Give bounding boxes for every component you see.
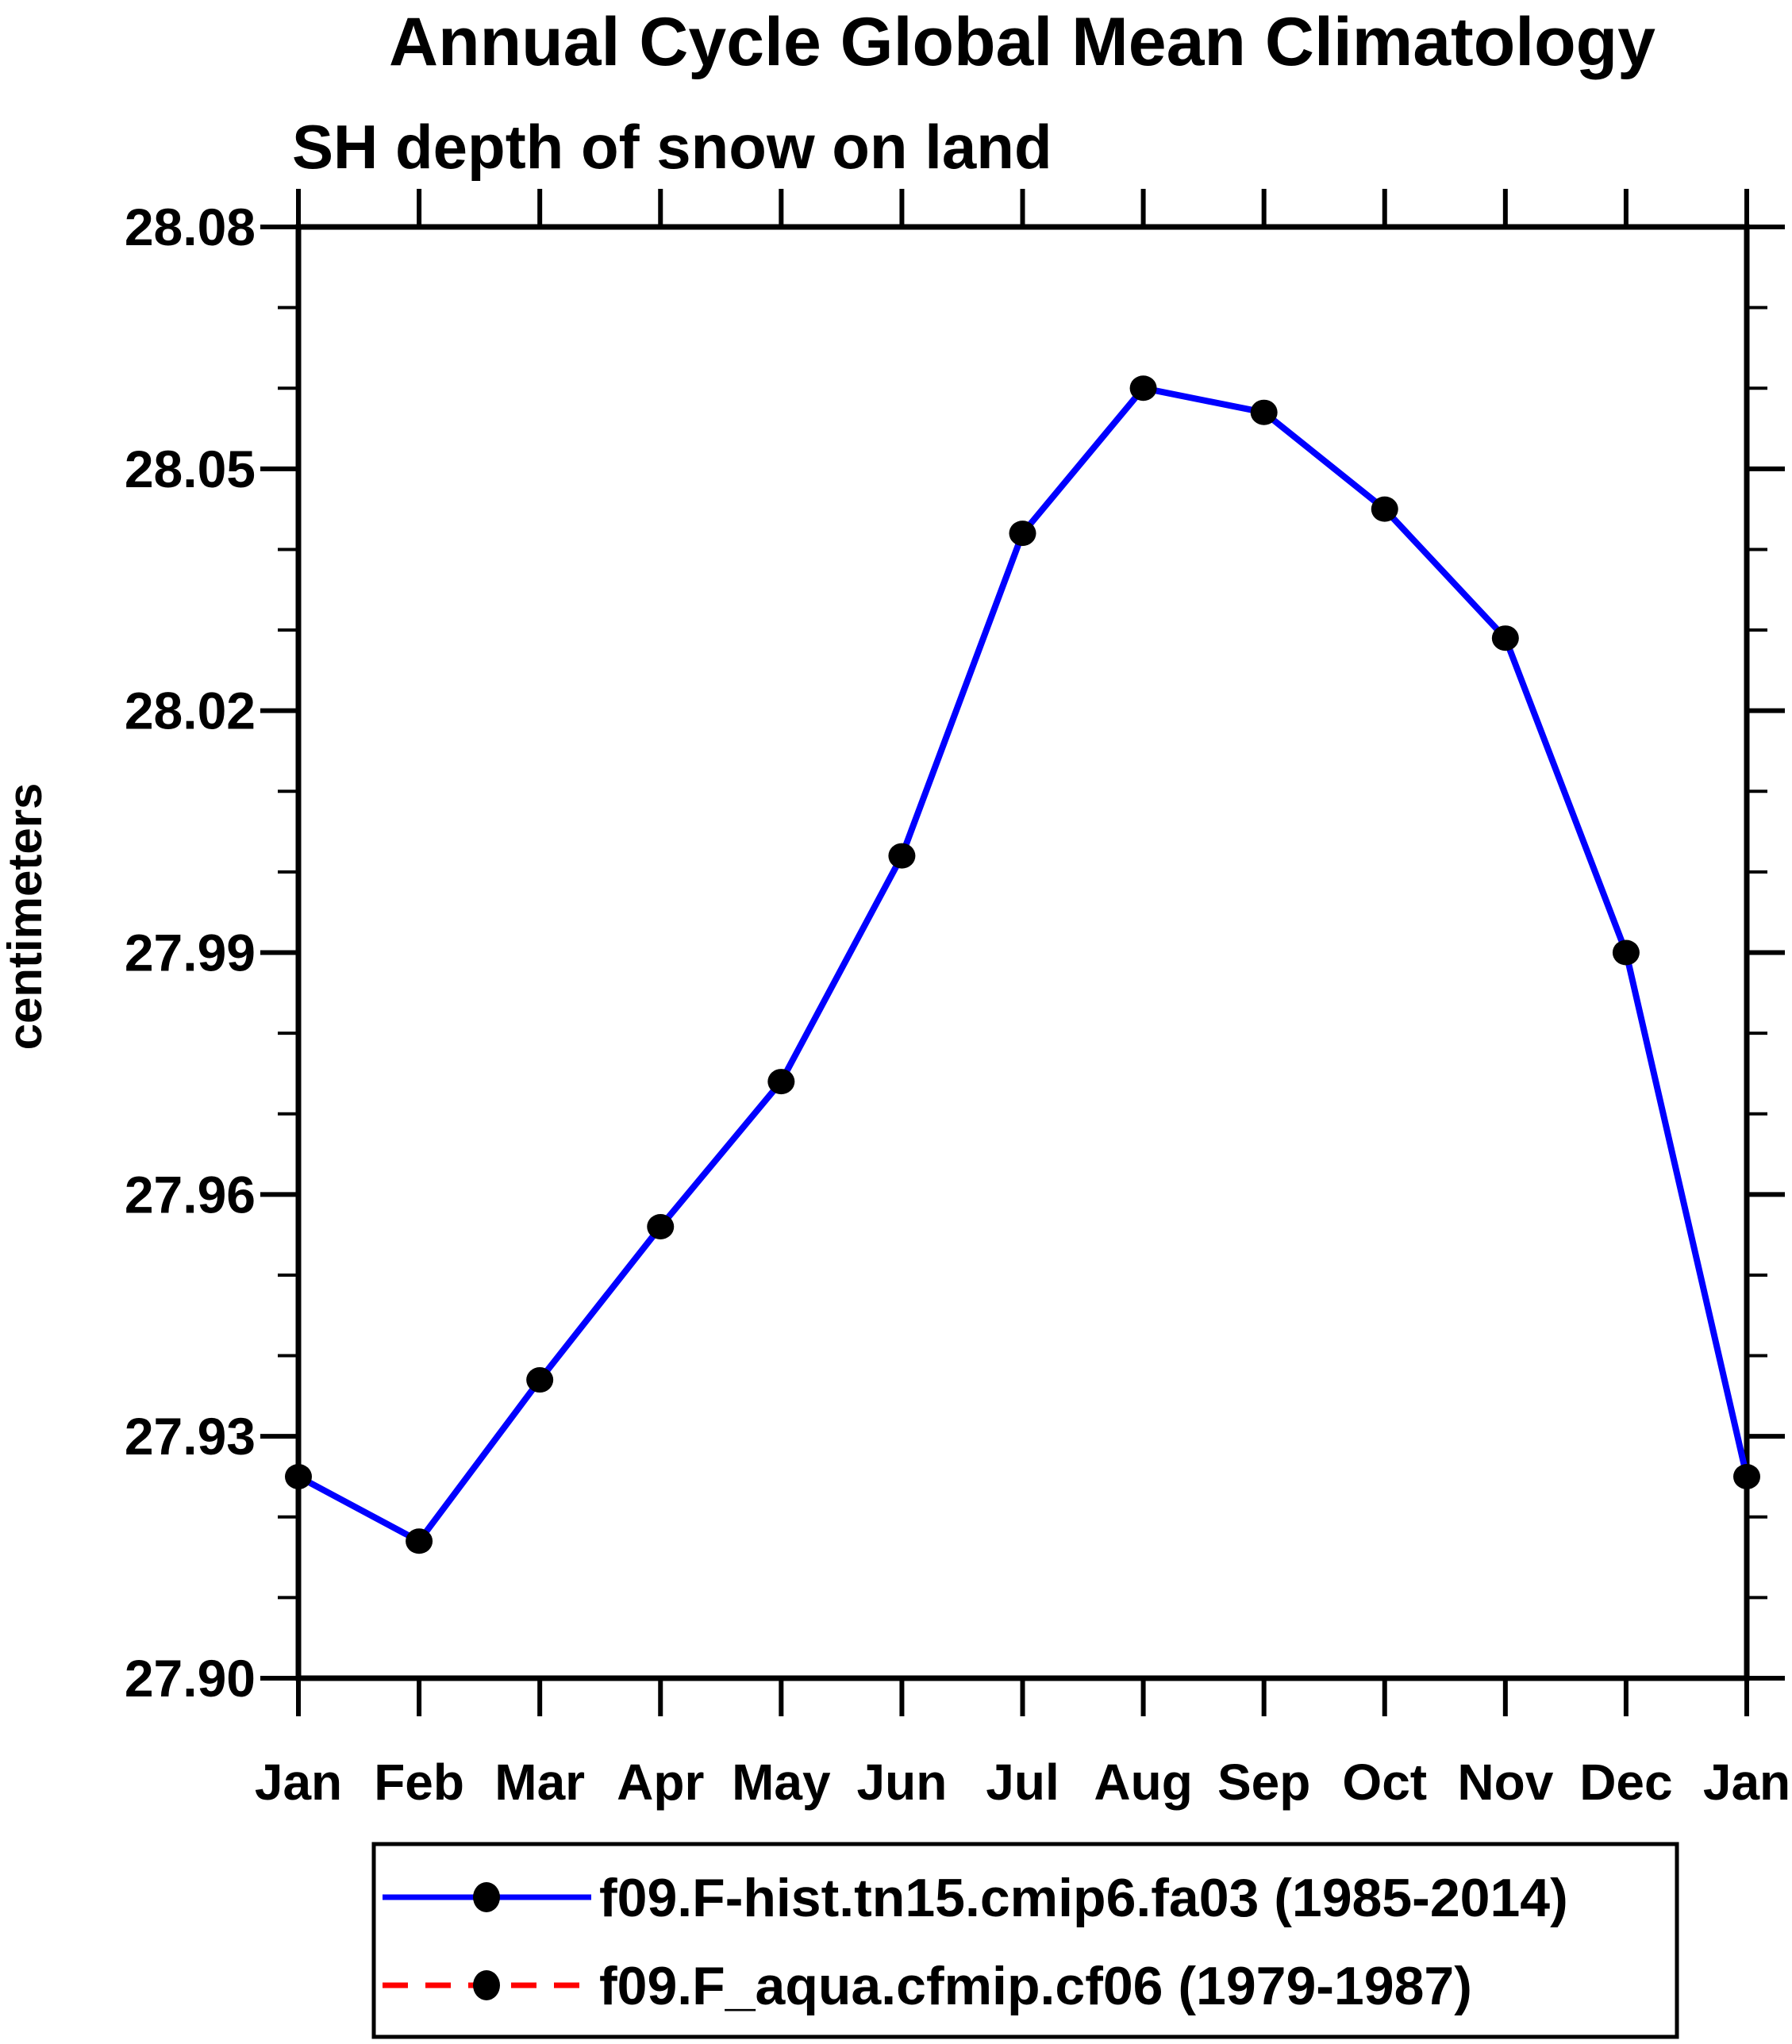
series-line bbox=[297, 385, 1750, 1545]
x-axis-tick-label: Jan bbox=[1703, 1754, 1790, 1811]
data-point-marker bbox=[767, 1069, 795, 1095]
x-axis-tick-label: Oct bbox=[1342, 1754, 1427, 1811]
y-axis-tick-label: 27.96 bbox=[125, 1165, 256, 1224]
axes: Jan Feb Mar Apr May Jun Jul Aug Sep Oct Nov Dec Jan 2… bbox=[125, 189, 1790, 1811]
x-axis-tick-label: May bbox=[732, 1754, 831, 1811]
legend-item: f09.F_aqua.cfmip.cf06 (1979-1987) bbox=[383, 1956, 1472, 2016]
legend-label: f09.F-hist.tn15.cmip6.fa03 (1985-2014) bbox=[599, 1868, 1568, 1928]
data-point-marker bbox=[1009, 521, 1036, 547]
data-series bbox=[285, 375, 1760, 1554]
data-point-marker bbox=[1733, 1463, 1760, 1489]
legend: f09.F-hist.tn15.cmip6.fa03 (1985-2014) f… bbox=[371, 1842, 1679, 2039]
x-axis-tick-label: Dec bbox=[1579, 1754, 1672, 1811]
y-axis-title: centimeters bbox=[0, 783, 52, 1051]
data-point-marker bbox=[526, 1367, 554, 1393]
data-point-marker bbox=[1491, 625, 1519, 651]
data-point-marker bbox=[647, 1213, 675, 1239]
x-axis-tick-label: Sep bbox=[1217, 1754, 1310, 1811]
y-axis-tick-label: 27.93 bbox=[125, 1407, 256, 1466]
legend-box bbox=[371, 1842, 1679, 2039]
x-axis-tick-label: Aug bbox=[1094, 1754, 1192, 1811]
data-point-marker bbox=[1129, 375, 1157, 402]
chart-subtitle: SH depth of snow on land bbox=[292, 112, 1052, 182]
y-axis-tick-label: 27.99 bbox=[125, 924, 256, 982]
data-point-marker bbox=[888, 843, 916, 869]
x-axis-tick-label: Mar bbox=[494, 1754, 585, 1811]
x-axis-tick-label: Apr bbox=[617, 1754, 704, 1811]
legend-marker-icon bbox=[473, 1882, 500, 1912]
data-point-marker bbox=[406, 1528, 433, 1554]
legend-item: f09.F-hist.tn15.cmip6.fa03 (1985-2014) bbox=[383, 1868, 1568, 1928]
y-axis-tick-label: 27.90 bbox=[125, 1649, 256, 1708]
data-point-marker bbox=[1371, 496, 1398, 522]
x-axis-tick-label: Jun bbox=[857, 1754, 948, 1811]
y-axis-tick-label: 28.08 bbox=[125, 198, 256, 256]
x-axis-tick-label: Jan bbox=[255, 1754, 342, 1811]
legend-marker-icon bbox=[473, 1970, 500, 2000]
y-axis-tick-label: 28.02 bbox=[125, 682, 256, 740]
data-point-marker bbox=[285, 1463, 312, 1489]
y-axis-tick-label: 28.05 bbox=[125, 440, 256, 498]
x-axis-tick-label: Nov bbox=[1457, 1754, 1553, 1811]
legend-label: f09.F_aqua.cfmip.cf06 (1979-1987) bbox=[599, 1956, 1472, 2016]
x-axis-tick-label: Jul bbox=[986, 1754, 1059, 1811]
x-axis-tick-label: Feb bbox=[374, 1754, 464, 1811]
chart-title: Annual Cycle Global Mean Climatology bbox=[389, 4, 1655, 80]
data-point-marker bbox=[1250, 399, 1278, 425]
plot-frame bbox=[295, 224, 1750, 1681]
data-point-marker bbox=[1612, 939, 1640, 966]
